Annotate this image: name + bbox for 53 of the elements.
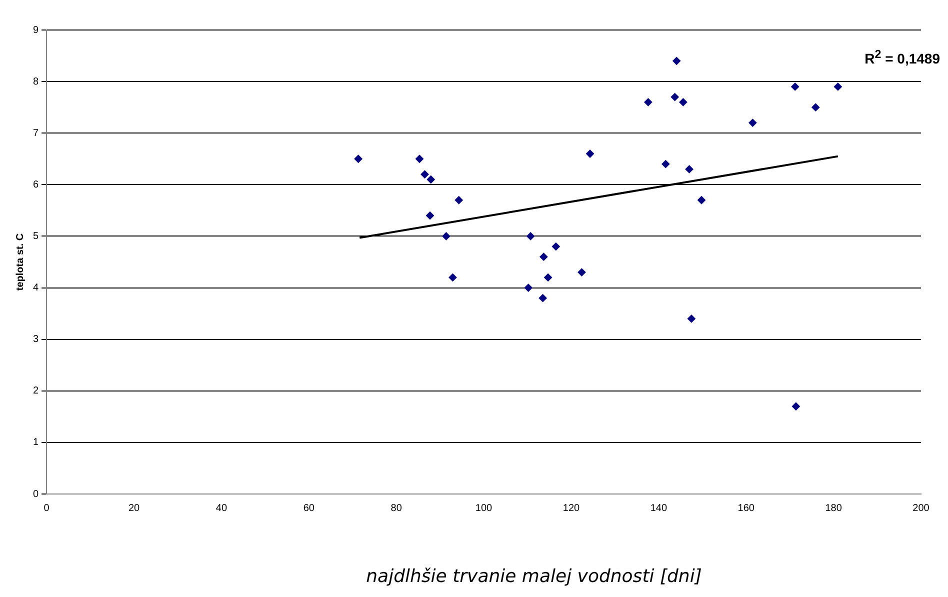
- point: [792, 402, 800, 410]
- x-axis-title: najdlhšie trvanie malej vodnosti [dni]: [365, 566, 703, 587]
- point: [670, 93, 679, 102]
- y-tick-label: 8: [33, 76, 39, 88]
- y-tick-label: 0: [33, 488, 39, 500]
- x-tick-label: 80: [390, 502, 402, 514]
- x-tick-label: 40: [216, 502, 228, 514]
- x-tick-label: 200: [912, 502, 930, 514]
- x-tick-label: 180: [825, 502, 842, 514]
- point: [448, 273, 457, 282]
- y-tick-label: 5: [33, 230, 39, 242]
- y-tick-label: 3: [33, 334, 39, 346]
- point: [538, 294, 547, 302]
- y-tick-label: 2: [33, 386, 39, 397]
- point: [552, 242, 560, 251]
- y-tick-label: 9: [33, 24, 39, 36]
- x-tick-label: 100: [475, 502, 493, 514]
- point: [748, 118, 757, 127]
- point: [791, 82, 800, 91]
- x-tick-label: 20: [128, 502, 140, 514]
- point: [442, 232, 450, 240]
- x-tick-label: 60: [303, 502, 315, 514]
- point: [672, 56, 681, 65]
- point: [662, 160, 670, 168]
- point: [644, 98, 652, 106]
- point: [426, 212, 434, 220]
- x-tick-label: 140: [650, 502, 668, 514]
- y-tick-label: 7: [33, 128, 39, 139]
- point: [812, 103, 820, 112]
- point: [834, 82, 842, 91]
- point: [687, 314, 696, 323]
- point: [416, 154, 424, 163]
- point: [586, 150, 594, 158]
- y-axis-title: teplota st. C: [14, 233, 26, 291]
- point: [354, 154, 362, 163]
- point: [685, 165, 694, 174]
- y-tick-label: 1: [33, 437, 39, 448]
- annotation: R$^{2}$ = 0,1489: [864, 48, 940, 67]
- point: [679, 98, 688, 106]
- x-tick-label: 160: [738, 502, 755, 514]
- point: [426, 176, 435, 184]
- point: [578, 268, 586, 276]
- point: [698, 196, 706, 204]
- point: [420, 170, 429, 178]
- point: [540, 252, 548, 261]
- x-tick-label: 120: [562, 502, 580, 514]
- point: [524, 284, 532, 292]
- point: [454, 196, 463, 204]
- y-tick-label: 4: [33, 282, 39, 294]
- y-tick-label: 6: [33, 179, 39, 190]
- x-tick-label: 0: [44, 502, 50, 514]
- point: [544, 273, 552, 282]
- point: [526, 232, 535, 240]
